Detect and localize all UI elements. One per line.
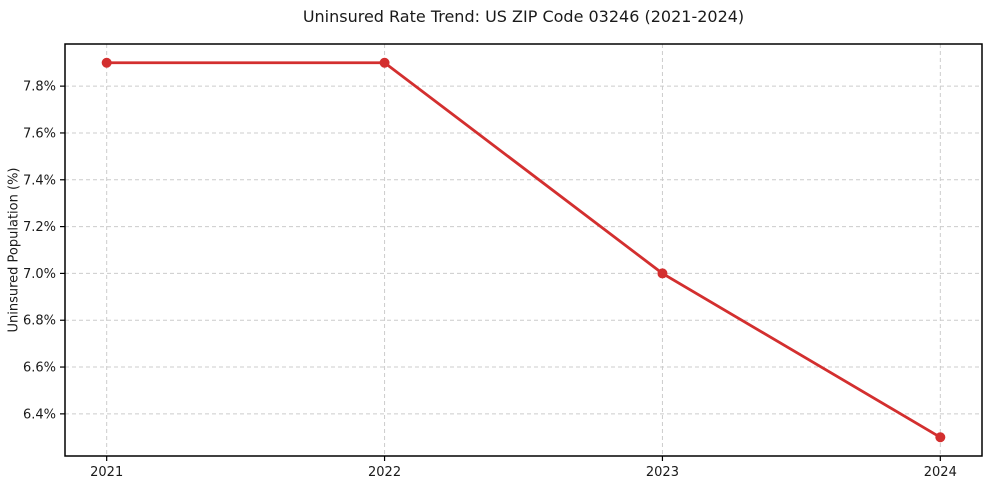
data-point-marker (657, 268, 668, 279)
y-tick-label: 6.4% (23, 407, 56, 422)
trend-line (105, 61, 942, 439)
data-point-marker (101, 57, 112, 68)
y-tick-label: 7.2% (23, 220, 56, 235)
x-tick-label: 2021 (90, 465, 123, 480)
y-tick-label: 6.8% (23, 314, 56, 329)
data-point-marker (379, 57, 390, 68)
chart-title: Uninsured Rate Trend: US ZIP Code 03246 … (302, 7, 745, 26)
y-axis-label: Uninsured Population (%) (6, 167, 22, 333)
x-tick-label: 2022 (368, 465, 401, 480)
data-point-marker (935, 432, 946, 443)
y-tick-label: 7.8% (23, 80, 56, 95)
x-tick-label: 2023 (646, 465, 679, 480)
plot-frame (64, 43, 983, 457)
y-tick-label: 7.6% (23, 126, 56, 141)
x-tick-label: 2024 (924, 465, 957, 480)
y-tick-label: 7.4% (23, 173, 56, 188)
y-tick-label: 6.6% (23, 361, 56, 376)
y-tick-label: 7.0% (23, 267, 56, 282)
